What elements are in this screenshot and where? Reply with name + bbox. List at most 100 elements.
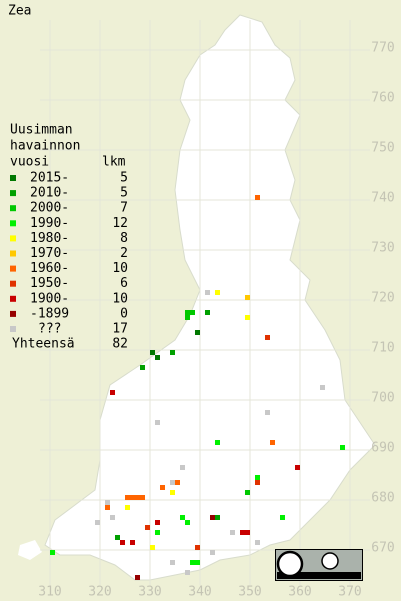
legend-swatch bbox=[10, 295, 16, 302]
observation-square bbox=[150, 545, 155, 550]
legend-label: 1900- bbox=[30, 291, 69, 306]
observation-square bbox=[110, 515, 115, 520]
observation-square bbox=[255, 480, 260, 485]
observation-square bbox=[185, 520, 190, 525]
legend-swatch bbox=[10, 175, 16, 181]
observation-square bbox=[255, 475, 260, 480]
observation-square bbox=[185, 315, 190, 320]
legend-count: 8 bbox=[120, 231, 128, 246]
cc-icon bbox=[276, 550, 304, 578]
legend-swatch bbox=[10, 235, 16, 242]
grid: 310 320 330 340 350 360 3706706806907007107207… bbox=[38, 20, 395, 600]
observation-square bbox=[265, 410, 270, 415]
x-tick-label: 340 bbox=[188, 585, 211, 600]
legend-label: 1960- bbox=[30, 261, 69, 276]
observation-square bbox=[135, 495, 140, 500]
observation-square bbox=[210, 515, 215, 520]
legend-label: 2010- bbox=[30, 186, 69, 201]
y-tick-label: 730 bbox=[371, 241, 394, 256]
observation-square bbox=[110, 390, 115, 395]
observation-square bbox=[245, 315, 250, 320]
legend-label: 2000- bbox=[30, 201, 69, 216]
observation-square bbox=[270, 440, 275, 445]
badge-bar bbox=[277, 572, 361, 579]
observation-square bbox=[180, 515, 185, 520]
y-tick-label: 680 bbox=[371, 491, 394, 506]
legend-count: 17 bbox=[112, 322, 128, 337]
legend-count: 2 bbox=[120, 246, 128, 261]
observation-square bbox=[215, 290, 220, 295]
observation-square bbox=[190, 310, 195, 315]
cc-by-badge bbox=[275, 549, 363, 581]
legend-swatch bbox=[10, 190, 16, 197]
observation-square bbox=[155, 520, 160, 525]
observation-square bbox=[195, 330, 200, 335]
observation-square bbox=[265, 335, 270, 340]
legend-swatch bbox=[10, 326, 16, 332]
observation-square bbox=[160, 485, 165, 490]
observation-square bbox=[295, 465, 300, 470]
observation-square bbox=[255, 195, 260, 200]
observation-square bbox=[155, 355, 160, 360]
legend-swatch bbox=[10, 205, 16, 212]
observation-square bbox=[180, 465, 185, 470]
observation-square bbox=[215, 515, 220, 520]
total-label: Yhteensä bbox=[12, 337, 75, 352]
observation-square bbox=[240, 530, 245, 535]
legend-heading: havainnon bbox=[10, 139, 80, 154]
legend-label: -1899 bbox=[30, 306, 69, 321]
observation-square bbox=[190, 560, 195, 565]
observation-square bbox=[170, 560, 175, 565]
legend-count: 0 bbox=[120, 306, 128, 321]
observation-square bbox=[140, 495, 145, 500]
legend-count: 12 bbox=[112, 216, 128, 231]
legend-count: 5 bbox=[120, 171, 128, 186]
observation-square bbox=[145, 525, 150, 530]
observation-square bbox=[130, 540, 135, 545]
y-tick-label: 750 bbox=[371, 141, 394, 156]
observation-square bbox=[125, 495, 130, 500]
observation-square bbox=[205, 310, 210, 315]
x-tick-label: 320 bbox=[88, 585, 111, 600]
legend-swatch bbox=[10, 220, 16, 227]
legend-label: 1990- bbox=[30, 216, 69, 231]
observation-square bbox=[150, 350, 155, 355]
x-tick-label: 360 bbox=[288, 585, 311, 600]
observation-square bbox=[95, 520, 100, 525]
observation-square bbox=[280, 515, 285, 520]
legend-count-heading: lkm bbox=[102, 155, 126, 170]
by-icon bbox=[321, 552, 339, 570]
observation-square bbox=[205, 290, 210, 295]
observation-square bbox=[115, 535, 120, 540]
observation-square bbox=[155, 420, 160, 425]
legend-swatch bbox=[10, 280, 16, 287]
legend-label: ??? bbox=[38, 322, 61, 337]
y-tick-label: 770 bbox=[371, 41, 394, 56]
observation-square bbox=[195, 545, 200, 550]
y-tick-label: 670 bbox=[371, 541, 394, 556]
observation-square bbox=[185, 570, 190, 575]
observation-square bbox=[140, 365, 145, 370]
observation-square bbox=[340, 445, 345, 450]
observation-square bbox=[210, 550, 215, 555]
observation-square bbox=[185, 310, 190, 315]
observation-square bbox=[320, 385, 325, 390]
observation-square bbox=[170, 490, 175, 495]
observation-square bbox=[245, 295, 250, 300]
observation-square bbox=[195, 560, 200, 565]
legend-count: 10 bbox=[112, 261, 128, 276]
observation-square bbox=[130, 495, 135, 500]
observation-square bbox=[215, 440, 220, 445]
y-tick-label: 690 bbox=[371, 441, 394, 456]
legend-label: 2015- bbox=[30, 171, 69, 186]
squares bbox=[50, 195, 345, 580]
legend-label: 1950- bbox=[30, 276, 69, 291]
legend-swatch bbox=[10, 250, 16, 257]
legend-heading: Uusimman bbox=[10, 123, 73, 138]
legend-heading: vuosi bbox=[10, 155, 49, 170]
total-count: 82 bbox=[112, 337, 128, 352]
observation-square bbox=[255, 540, 260, 545]
